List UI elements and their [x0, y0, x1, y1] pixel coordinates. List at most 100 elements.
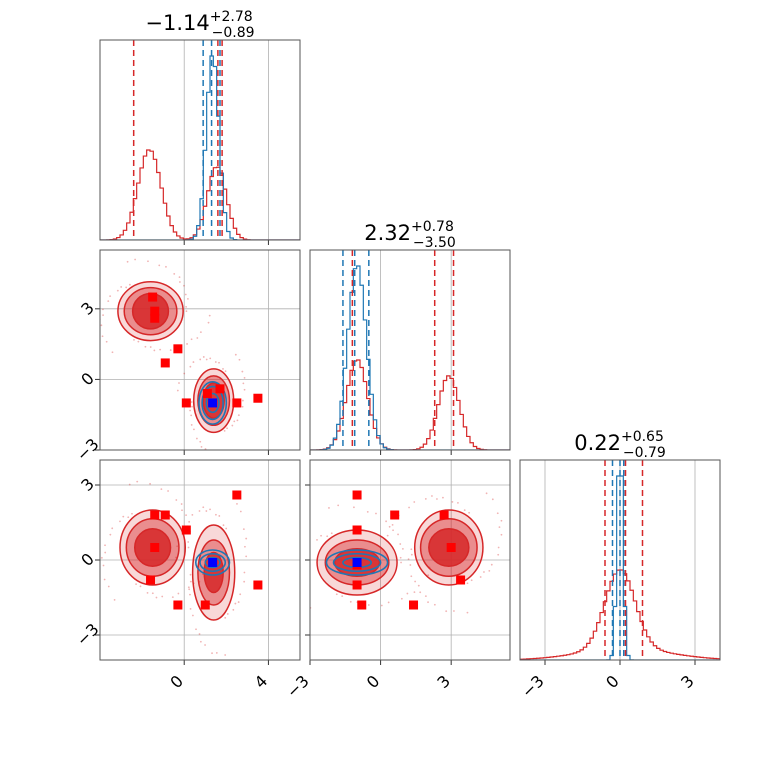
sample-dot	[146, 591, 149, 594]
sample-dot	[485, 492, 488, 495]
sample-dot	[328, 507, 330, 509]
marker-red	[456, 575, 466, 585]
sample-dot	[451, 501, 454, 503]
marker-red	[390, 510, 400, 520]
hist-red-series	[100, 149, 300, 240]
sample-dot	[399, 543, 402, 545]
sample-dot	[410, 553, 413, 556]
x-tick-label: 3	[677, 671, 698, 692]
sample-dot	[479, 576, 482, 578]
sample-dot	[188, 520, 191, 523]
marker-red	[150, 543, 160, 552]
title-p2-upper: +0.65	[621, 429, 664, 445]
hist-group	[310, 250, 510, 450]
marker-red	[232, 490, 242, 500]
sample-dot	[245, 555, 248, 558]
sample-dot	[160, 488, 163, 491]
title-p2-median: 0.22	[574, 431, 621, 455]
sample-dot	[189, 573, 192, 576]
marker-red	[181, 398, 191, 408]
hist-group	[100, 40, 300, 240]
sample-dot	[109, 533, 112, 536]
sample-dot	[388, 525, 391, 528]
title-p1-upper: +0.78	[411, 219, 454, 235]
sample-dot	[196, 337, 199, 339]
contour-blue-level	[198, 380, 228, 425]
sample-dot	[218, 515, 221, 517]
sample-dot	[391, 523, 394, 526]
sample-dot	[183, 284, 185, 287]
marker-blue	[208, 398, 218, 408]
sample-dot	[189, 593, 191, 596]
sample-dot	[496, 512, 499, 515]
sample-dot	[304, 550, 306, 552]
sample-dot	[431, 495, 433, 497]
sample-dot	[413, 501, 416, 503]
x-tick-label: 0	[166, 671, 187, 692]
marker-red	[148, 292, 158, 302]
sample-dot	[226, 427, 228, 430]
sample-dot	[243, 571, 246, 574]
marker-red	[173, 344, 183, 354]
sample-dot	[436, 498, 438, 500]
contour-group	[100, 258, 263, 450]
sample-dot	[245, 537, 248, 540]
sample-dot	[126, 260, 129, 263]
marker-red	[200, 600, 210, 610]
sample-dot	[427, 574, 430, 577]
sample-dot	[224, 616, 227, 619]
panel-hist-p0	[99, 39, 301, 245]
contour-blue-level	[332, 552, 382, 573]
sample-dot	[189, 607, 192, 610]
sample-dot	[483, 571, 485, 573]
sample-dot	[199, 640, 202, 643]
marker-red	[253, 580, 263, 590]
sample-dot	[241, 405, 244, 408]
sample-dot	[125, 286, 128, 289]
sample-dot	[231, 424, 234, 427]
sample-dot	[497, 546, 500, 549]
sample-dot	[102, 308, 104, 311]
sample-dot	[205, 358, 208, 361]
sample-dot	[195, 628, 197, 631]
sample-dot	[237, 601, 240, 603]
sample-dot	[122, 515, 125, 518]
sample-dot	[453, 610, 455, 612]
y-tick-label: −3	[73, 435, 103, 465]
sample-dot	[466, 611, 469, 614]
sample-dot	[131, 512, 133, 515]
panel-frame	[99, 249, 301, 451]
sample-dot	[155, 596, 158, 599]
sample-dot	[171, 596, 174, 598]
sample-dot	[176, 545, 179, 548]
sample-dot	[385, 520, 387, 523]
sample-dot	[111, 527, 114, 530]
sample-dot	[239, 510, 242, 513]
sample-dot	[457, 501, 459, 504]
sample-dot	[215, 652, 218, 654]
panel-2d-p0-p1: −3 0 3	[73, 249, 301, 465]
sample-dot	[387, 601, 390, 604]
sample-dot	[198, 510, 201, 512]
sample-dot	[189, 365, 192, 368]
sample-dot	[184, 293, 187, 296]
panel-frame	[519, 459, 721, 661]
y-tick-label: 0	[77, 549, 98, 570]
sample-dot	[209, 508, 211, 511]
sample-dot	[500, 533, 503, 536]
sample-dot	[198, 633, 201, 635]
sample-dot	[165, 265, 167, 268]
x-tick-label: 0	[602, 671, 623, 692]
sample-dot	[116, 289, 119, 292]
x-tick-label: −3	[283, 671, 313, 701]
sample-dot	[241, 370, 244, 373]
marker-red	[202, 389, 212, 399]
panel-2d-p0-p2: 0 4 −3 0 3	[73, 459, 301, 692]
sample-dot	[169, 349, 172, 351]
sample-dot	[190, 414, 193, 417]
sample-dot	[224, 654, 227, 656]
contour-blue-level	[201, 385, 224, 421]
sample-dot	[102, 564, 105, 567]
sample-dot	[191, 405, 193, 408]
marker-red	[181, 525, 191, 535]
